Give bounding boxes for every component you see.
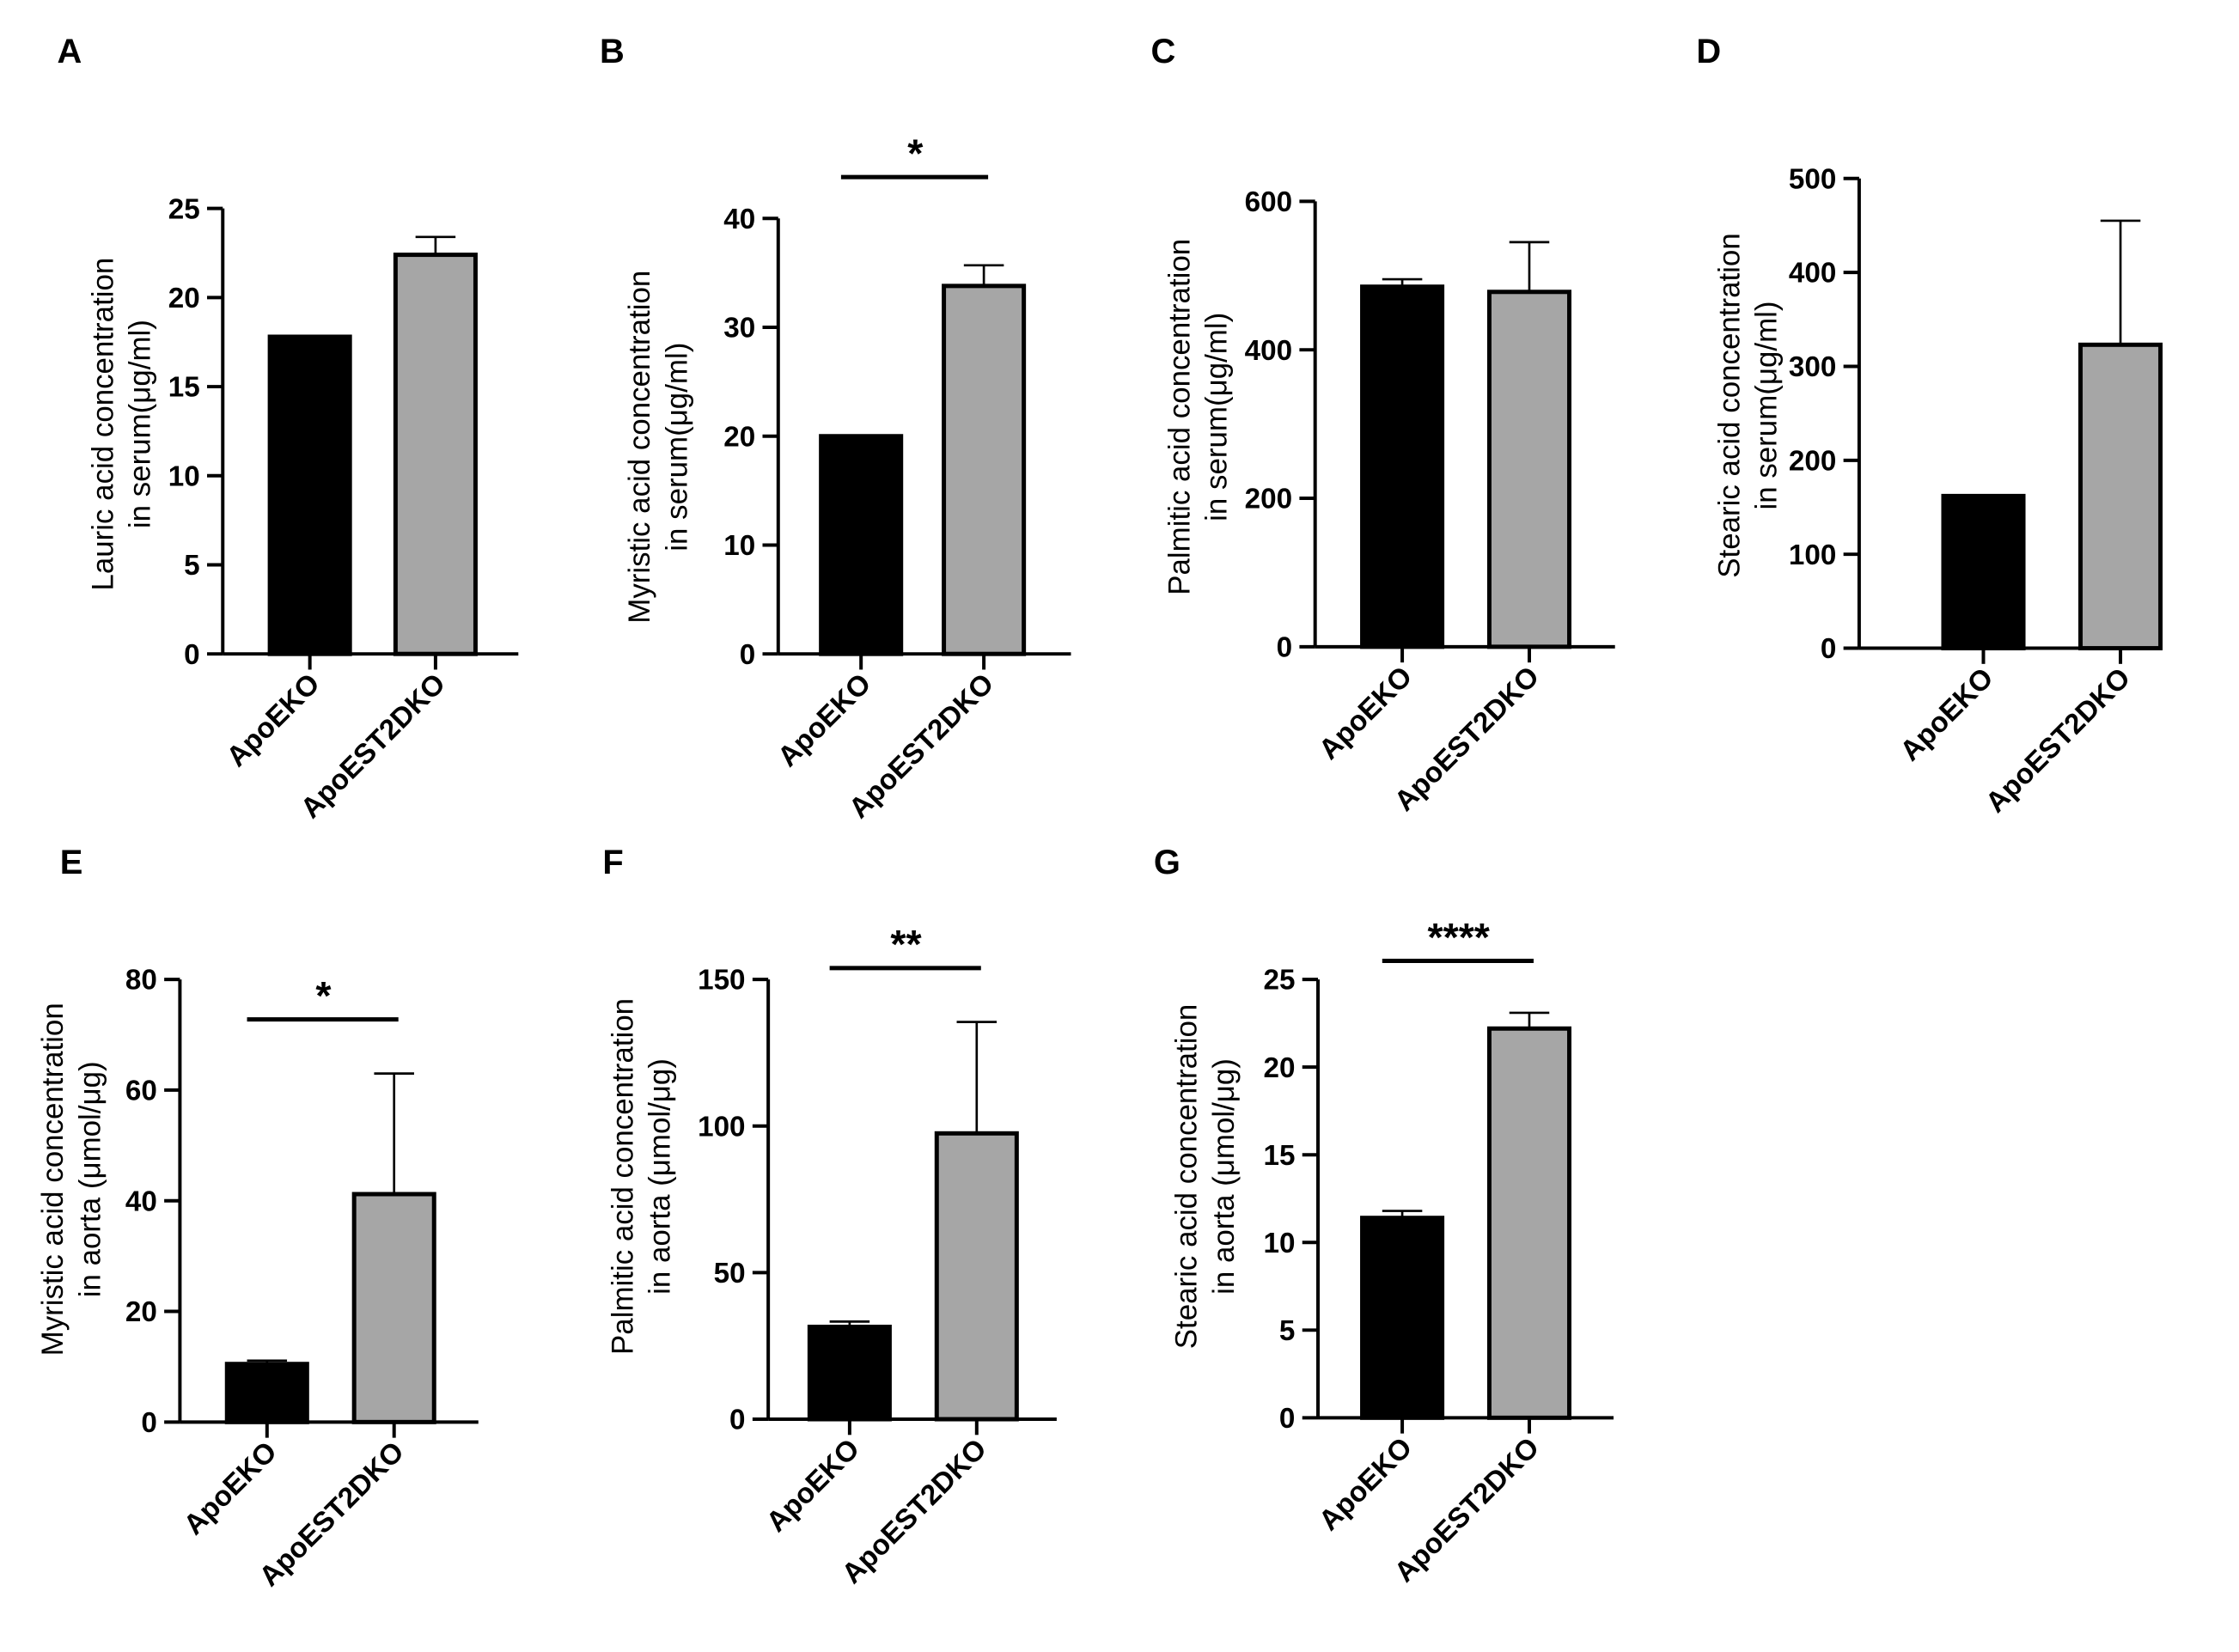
bar-apoest2dko <box>942 283 1027 656</box>
category-label: ApoEKO <box>1313 1431 1418 1537</box>
y-tick-label: 25 <box>1263 965 1295 997</box>
significance-label: * <box>315 973 332 1018</box>
y-tick-label: 300 <box>1789 351 1836 383</box>
bar-apoeko <box>224 1362 309 1424</box>
panel-b: B Myristic acid concentration in serum(μg/… <box>600 33 1071 825</box>
y-axis-title-line: Palmitic acid concentration <box>1162 239 1196 595</box>
y-tick-label: 40 <box>723 204 755 235</box>
panel-letter: D <box>1696 33 1721 70</box>
y-tick-label: 100 <box>1789 539 1836 571</box>
y-tick-label: 0 <box>1277 632 1292 664</box>
y-axis-title-line: in serum(μg/ml) <box>1750 301 1784 509</box>
y-axis-title-line: in aorta (μmol/μg) <box>1207 1058 1241 1295</box>
bar-apoest2dko <box>2078 342 2163 651</box>
category-label: ApoEKO <box>221 668 326 773</box>
y-tick-label: 0 <box>1821 633 1836 665</box>
y-tick-label: 20 <box>168 283 200 314</box>
y-tick-label: 0 <box>184 639 199 671</box>
panel-a: A Lauric acid concentration in serum(μg/ml… <box>57 33 519 825</box>
y-tick-label: 50 <box>714 1258 746 1289</box>
y-tick-label: 0 <box>1279 1403 1295 1435</box>
y-tick-label: 0 <box>729 1405 745 1436</box>
y-tick-label: 40 <box>125 1186 157 1217</box>
bar-apoeko <box>1360 284 1445 649</box>
panel-e: E Myristic acid concentration in aorta (μm… <box>36 844 479 1593</box>
bar-apoeko <box>1941 493 2026 651</box>
y-axis-title: Palmitic acid concentration in aorta (μmo… <box>606 998 676 1355</box>
y-tick-label: 200 <box>1245 484 1292 515</box>
y-tick-label: 10 <box>1263 1228 1295 1259</box>
y-tick-label: 30 <box>723 313 755 344</box>
y-tick-label: 100 <box>698 1111 745 1143</box>
y-axis-title: Stearic acid concentration in aorta (μmol… <box>1170 1004 1241 1349</box>
y-axis-title: Lauric acid concentration in serum(μg/ml) <box>86 258 156 591</box>
y-tick-label: 10 <box>723 530 755 562</box>
panel-letter: F <box>602 844 623 881</box>
y-axis-title: Stearic acid concentration in serum(μg/ml… <box>1712 233 1783 577</box>
bar-apoest2dko <box>1486 1026 1572 1420</box>
y-tick-label: 0 <box>740 639 755 671</box>
significance-label: ** <box>890 922 922 966</box>
y-axis-title: Myristic acid concentration in serum(μg/m… <box>623 271 693 624</box>
y-axis-title-line: in serum(μg/ml) <box>660 343 693 552</box>
y-tick-label: 400 <box>1245 335 1292 367</box>
y-tick-label: 400 <box>1789 258 1836 290</box>
y-tick-label: 150 <box>698 965 745 997</box>
y-tick-label: 25 <box>168 193 200 225</box>
y-axis-title-line: Palmitic acid concentration <box>606 998 639 1355</box>
y-tick-label: 20 <box>723 421 755 453</box>
y-tick-label: 20 <box>1263 1052 1295 1084</box>
panel-g: G Stearic acid concentration in aorta (μmo… <box>1154 844 1614 1588</box>
y-tick-label: 60 <box>125 1076 157 1107</box>
y-tick-label: 15 <box>168 372 200 404</box>
category-label: ApoEST2DKO <box>1980 662 2137 820</box>
bar-apoeko <box>807 1325 892 1422</box>
panel-f: F Palmitic acid concentration in aorta (μm… <box>602 844 1057 1590</box>
y-tick-label: 10 <box>168 460 200 492</box>
y-axis-title-line: in serum(μg/ml) <box>124 320 157 528</box>
y-tick-label: 80 <box>125 965 157 997</box>
panel-letter: E <box>60 844 83 881</box>
bar-apoest2dko <box>393 253 478 656</box>
y-tick-label: 500 <box>1789 163 1836 195</box>
y-axis-title-line: in aorta (μmol/μg) <box>73 1061 107 1297</box>
y-axis-title: Myristic acid concentration in aorta (μmo… <box>36 1003 107 1356</box>
y-tick-label: 5 <box>1279 1315 1295 1347</box>
category-label: ApoEKO <box>1313 661 1418 766</box>
y-tick-label: 20 <box>125 1296 157 1328</box>
y-axis-title-line: in aorta (μmol/μg) <box>643 1058 676 1295</box>
category-label: ApoEKO <box>772 668 877 773</box>
bar-apoest2dko <box>934 1131 1019 1422</box>
y-tick-label: 200 <box>1789 445 1836 477</box>
panel-letter: A <box>57 33 82 70</box>
bar-apoeko <box>1360 1216 1445 1420</box>
y-axis-title-line: Myristic acid concentration <box>623 271 656 624</box>
y-tick-label: 0 <box>141 1407 156 1439</box>
category-label: ApoEKO <box>178 1436 284 1541</box>
bar-apoeko <box>819 434 904 656</box>
y-axis-title: Palmitic acid concentration in serum(μg/m… <box>1162 239 1233 595</box>
panel-letter: G <box>1154 844 1181 881</box>
significance-label: * <box>907 131 924 175</box>
significance-label: **** <box>1428 915 1491 960</box>
panel-d: D Stearic acid concentration in serum(μg/m… <box>1696 33 2163 820</box>
y-axis-title-line: in serum(μg/ml) <box>1200 313 1234 521</box>
y-axis-title-line: Stearic acid concentration <box>1712 233 1746 577</box>
bar-apoest2dko <box>1486 290 1572 649</box>
y-axis-title-line: Myristic acid concentration <box>36 1003 70 1356</box>
panel-letter: B <box>600 33 625 70</box>
y-tick-label: 600 <box>1245 186 1292 218</box>
bar-apoeko <box>267 334 352 656</box>
y-axis-title-line: Stearic acid concentration <box>1170 1004 1204 1349</box>
category-label: ApoEKO <box>760 1433 866 1539</box>
panel-letter: C <box>1151 33 1176 70</box>
y-tick-label: 5 <box>184 550 199 582</box>
category-label: ApoEKO <box>1894 662 2000 768</box>
y-tick-label: 15 <box>1263 1140 1295 1172</box>
y-axis-title-line: Lauric acid concentration <box>86 258 119 591</box>
bar-apoest2dko <box>351 1192 436 1424</box>
panel-c: C Palmitic acid concentration in serum(μg/… <box>1151 33 1615 818</box>
